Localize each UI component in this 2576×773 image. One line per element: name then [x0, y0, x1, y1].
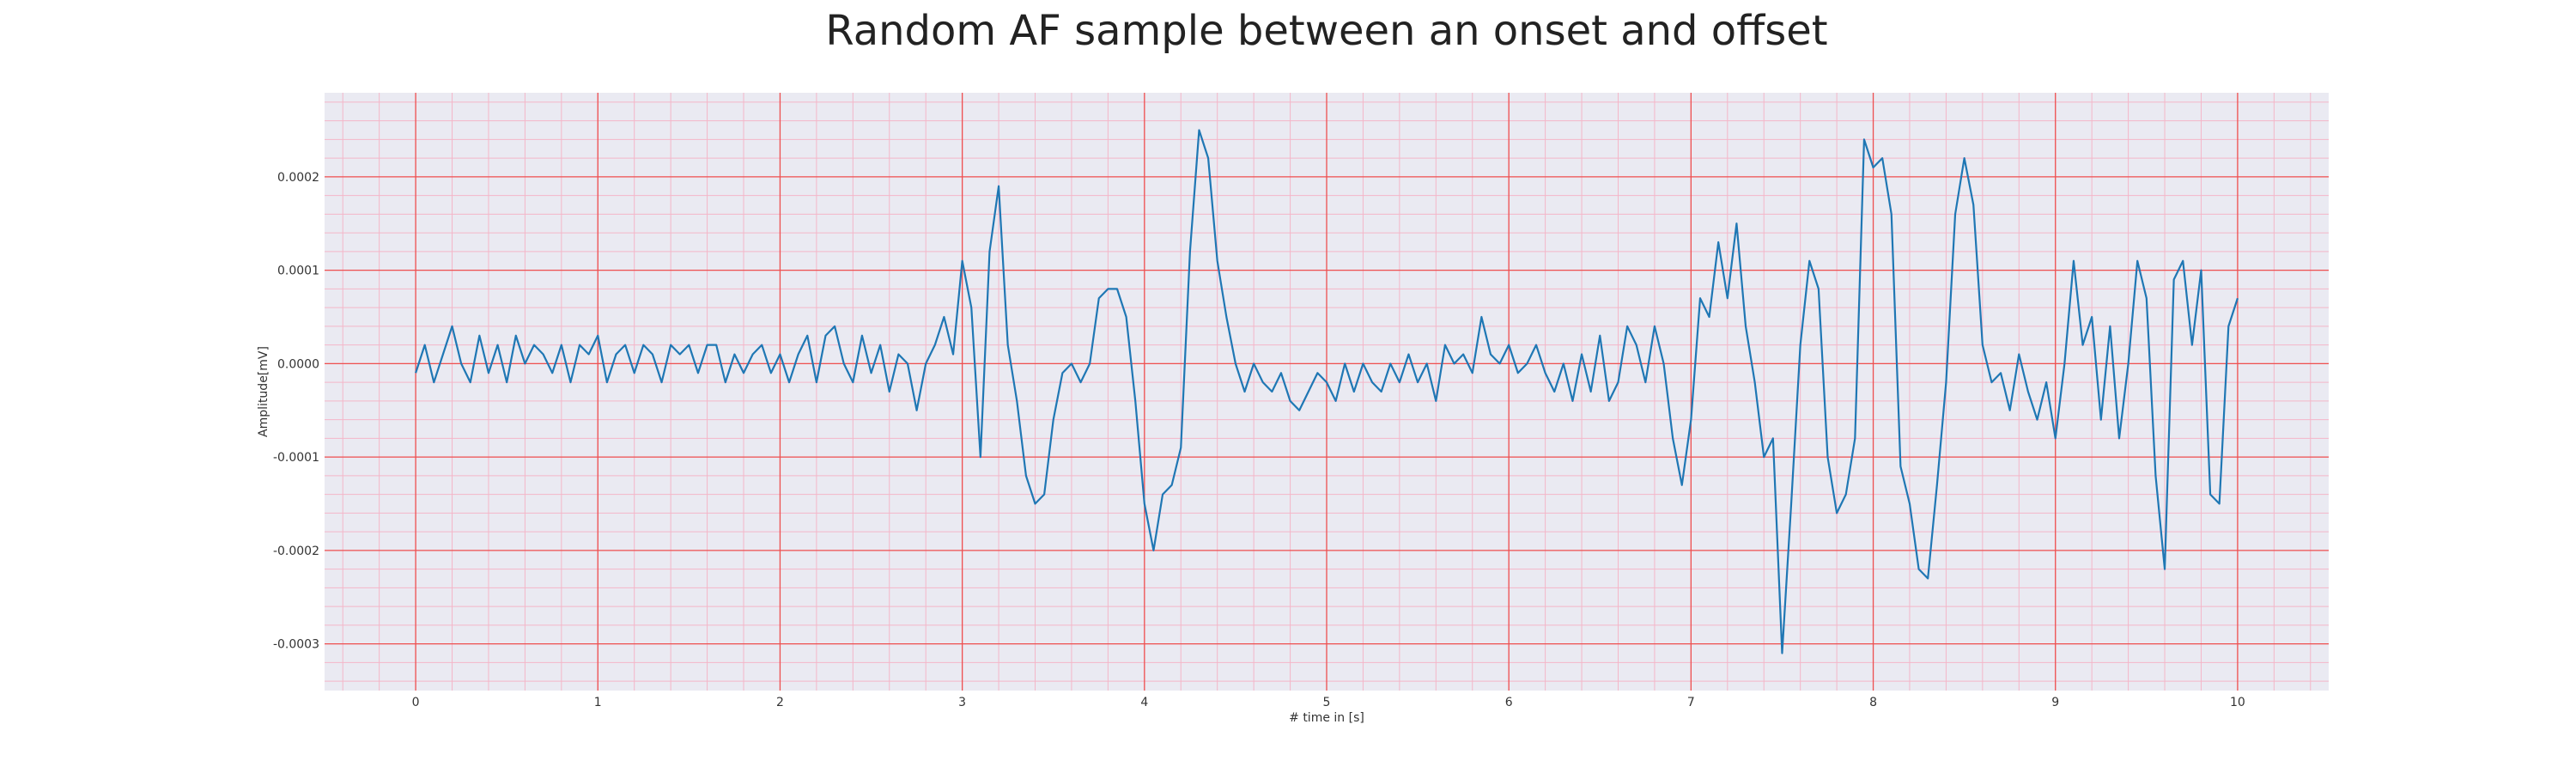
x-tick-label: 8 [1869, 696, 1877, 709]
chart-title: Random AF sample between an onset and of… [825, 7, 1827, 55]
x-axis-label: # time in [s] [1289, 711, 1364, 725]
major-grid [325, 93, 2329, 691]
x-tick-label: 7 [1687, 696, 1695, 709]
x-tick-label: 4 [1140, 696, 1148, 709]
x-tick-label: 9 [2051, 696, 2059, 709]
y-axis-label: Amplitude[mV] [257, 346, 270, 437]
x-tick-label: 0 [412, 696, 420, 709]
x-tick-label: 10 [2230, 696, 2245, 709]
y-axis-ticks: -0.0003 -0.0002 -0.0001 0.0000 0.0001 0.0002 [273, 171, 319, 652]
x-tick-label: 3 [958, 696, 966, 709]
y-tick-label: 0.0001 [277, 265, 319, 278]
x-tick-label: 5 [1323, 696, 1331, 709]
series-line [415, 129, 2239, 654]
x-tick-label: 6 [1505, 696, 1513, 709]
y-tick-label: 0.0000 [277, 357, 319, 371]
y-tick-label: -0.0001 [273, 451, 319, 465]
y-tick-label: 0.0002 [277, 171, 319, 185]
y-tick-label: -0.0002 [273, 545, 319, 558]
y-tick-label: -0.0003 [273, 638, 319, 652]
x-tick-label: 1 [594, 696, 602, 709]
x-axis-ticks: 0 1 2 3 4 5 6 7 8 9 10 [412, 696, 2245, 709]
x-tick-label: 2 [776, 696, 784, 709]
